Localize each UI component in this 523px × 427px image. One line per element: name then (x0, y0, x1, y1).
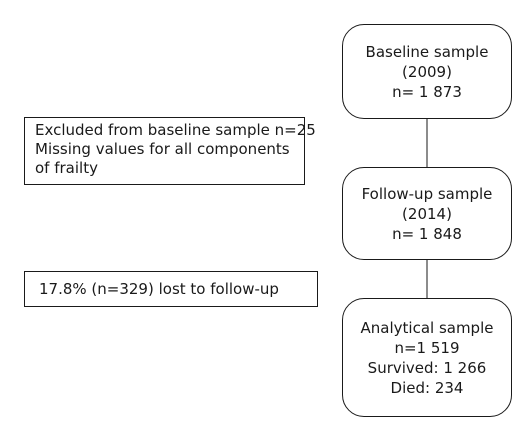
excluded-line-3: of frailty (35, 159, 98, 177)
followup-year: (2014) (402, 204, 452, 223)
baseline-count: n= 1 873 (392, 82, 462, 101)
analytical-count: n=1 519 (394, 338, 460, 357)
analytical-died: Died: 234 (390, 378, 464, 397)
lost-line-1: 17.8% (n=329) lost to follow-up (39, 279, 279, 298)
analytical-title: Analytical sample (360, 318, 494, 337)
followup-sample-node: Follow-up sample (2014) n= 1 848 (342, 167, 512, 260)
analytical-survived: Survived: 1 266 (367, 358, 487, 377)
analytical-sample-node: Analytical sample n=1 519 Survived: 1 26… (342, 298, 512, 417)
excluded-line-2: Missing values for all components (35, 140, 290, 158)
excluded-line-1: Excluded from baseline sample n=25 (35, 121, 316, 139)
lost-to-followup-box: 17.8% (n=329) lost to follow-up (24, 271, 318, 307)
baseline-year: (2009) (402, 62, 452, 81)
excluded-box: Excluded from baseline sample n=25 Missi… (24, 117, 316, 185)
baseline-sample-node: Baseline sample (2009) n= 1 873 (342, 24, 512, 119)
followup-title: Follow-up sample (361, 184, 493, 203)
followup-count: n= 1 848 (392, 224, 462, 243)
baseline-title: Baseline sample (365, 42, 489, 61)
